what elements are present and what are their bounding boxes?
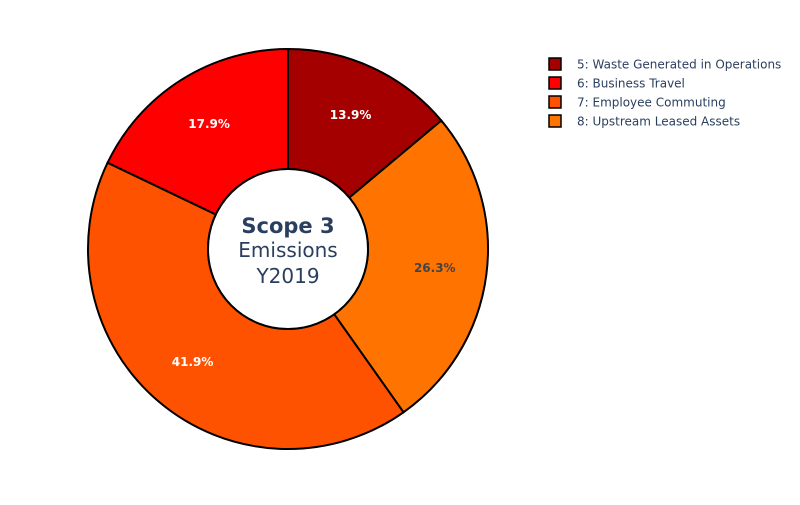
legend-item-2[interactable]: 6: Business Travel <box>548 76 685 91</box>
slice-label-3: 41.9% <box>172 355 214 369</box>
legend-swatch-1 <box>548 57 562 71</box>
donut-hole <box>207 168 369 330</box>
slice-labels: 13.9% 26.3% 41.9% 17.9% <box>172 108 456 369</box>
center-label-line1: Scope 3 <box>241 214 334 238</box>
legend-item-1[interactable]: 5: Waste Generated in Operations <box>548 57 781 72</box>
center-label-line2: Emissions <box>238 238 337 262</box>
donut-slices <box>87 47 489 450</box>
legend[interactable]: 5: Waste Generated in Operations 6: Busin… <box>548 57 781 129</box>
legend-item-4[interactable]: 8: Upstream Leased Assets <box>548 114 740 129</box>
slice-label-1: 13.9% <box>330 108 372 122</box>
legend-swatch-4 <box>548 114 562 128</box>
legend-label-1: 5: Waste Generated in Operations <box>577 58 781 72</box>
slice-label-2: 26.3% <box>414 261 456 275</box>
legend-swatch-3 <box>548 95 562 109</box>
legend-label-3: 7: Employee Commuting <box>577 96 726 110</box>
slice-label-4: 17.9% <box>188 117 230 131</box>
legend-label-4: 8: Upstream Leased Assets <box>577 115 740 129</box>
center-label-line3: Y2019 <box>255 264 319 288</box>
legend-item-3[interactable]: 7: Employee Commuting <box>548 95 726 110</box>
legend-label-2: 6: Business Travel <box>577 77 685 91</box>
legend-swatch-2 <box>548 76 562 90</box>
